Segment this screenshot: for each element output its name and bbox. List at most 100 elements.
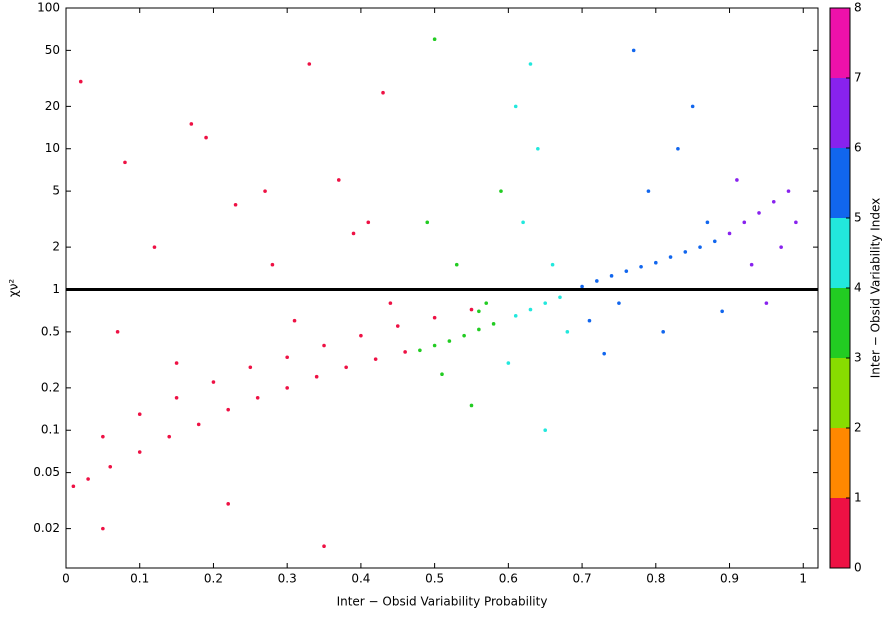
point (565, 330, 570, 334)
point (477, 327, 481, 332)
point (344, 365, 348, 370)
y-axis-label: χν² (7, 279, 21, 298)
point (226, 407, 230, 412)
point (403, 350, 407, 354)
colorbar-segment (830, 78, 850, 148)
colorbar-tick-label: 0 (854, 561, 862, 575)
y-tick-label: 50 (45, 43, 60, 57)
x-tick-label: 0 (62, 572, 70, 586)
point (226, 502, 230, 506)
colorbar-tick-label: 3 (854, 351, 862, 365)
point (587, 318, 592, 323)
point (432, 343, 437, 348)
point (314, 374, 319, 379)
x-tick-label: 0.9 (720, 572, 739, 586)
point (204, 135, 208, 140)
point (764, 301, 769, 305)
point (440, 372, 444, 377)
point (543, 428, 548, 433)
y-tick-label: 5 (52, 184, 60, 198)
point (373, 357, 378, 361)
point (123, 160, 127, 165)
y-tick-label: 2 (52, 240, 60, 254)
point (676, 146, 680, 151)
point (690, 104, 695, 109)
x-tick-label: 0.3 (278, 572, 297, 586)
point (779, 245, 783, 249)
point (528, 307, 533, 312)
point (336, 178, 341, 182)
point (580, 284, 584, 289)
y-tick-label: 0.2 (41, 380, 60, 394)
point (322, 544, 326, 548)
point (668, 255, 673, 259)
point (381, 90, 385, 95)
y-tick-label: 0.5 (41, 324, 60, 338)
point (602, 351, 606, 356)
colorbar-tick-label: 2 (854, 421, 862, 435)
point (654, 260, 658, 265)
point (211, 380, 216, 384)
point (285, 386, 289, 390)
x-tick-label: 0.2 (204, 572, 223, 586)
point (447, 339, 452, 343)
colorbar-tick-label: 4 (854, 281, 862, 295)
x-tick-label: 0.1 (130, 572, 149, 586)
point (388, 301, 393, 305)
point (484, 301, 489, 305)
point (558, 295, 562, 300)
point (196, 422, 201, 427)
point (152, 245, 157, 249)
point (395, 324, 400, 328)
colorbar-tick-label: 7 (854, 71, 862, 85)
point (292, 318, 297, 323)
point (248, 365, 253, 370)
point (86, 477, 90, 481)
colorbar-segment (830, 428, 850, 498)
point (506, 361, 511, 365)
y-tick-label: 100 (37, 1, 60, 15)
point (137, 412, 142, 416)
x-tick-label: 0.8 (646, 572, 665, 586)
y-tick-label: 0.1 (41, 423, 60, 437)
point (631, 48, 636, 53)
x-tick-label: 1 (799, 572, 807, 586)
point (263, 189, 267, 193)
point (499, 189, 503, 193)
point (108, 464, 113, 469)
point (469, 403, 474, 408)
point (255, 396, 260, 400)
point (270, 262, 275, 267)
point (749, 262, 754, 267)
point (78, 79, 83, 84)
point (727, 231, 732, 236)
point (101, 434, 105, 439)
point (639, 264, 643, 269)
point (462, 333, 466, 338)
point (233, 202, 238, 207)
point (307, 62, 312, 66)
colorbar-segment (830, 288, 850, 358)
point (491, 322, 496, 326)
y-tick-label: 10 (45, 141, 60, 155)
point (189, 122, 194, 126)
colorbar-segment (830, 148, 850, 218)
x-tick-label: 0.7 (573, 572, 592, 586)
colorbar-segment (830, 358, 850, 428)
point (115, 330, 120, 334)
x-axis-label: Inter − Obsid Variability Probability (337, 595, 548, 609)
colorbar-tick-label: 8 (854, 1, 862, 15)
point (536, 146, 540, 151)
point (742, 220, 747, 225)
point (646, 189, 651, 193)
point (366, 220, 371, 225)
point (513, 104, 518, 109)
colorbar-tick-label: 1 (854, 491, 862, 505)
point (359, 333, 363, 338)
point (174, 361, 179, 365)
point (624, 269, 629, 273)
point (595, 279, 599, 283)
point (698, 245, 702, 249)
colorbar-label: Inter − Obsid Variability Index (869, 198, 883, 378)
point (425, 220, 430, 225)
